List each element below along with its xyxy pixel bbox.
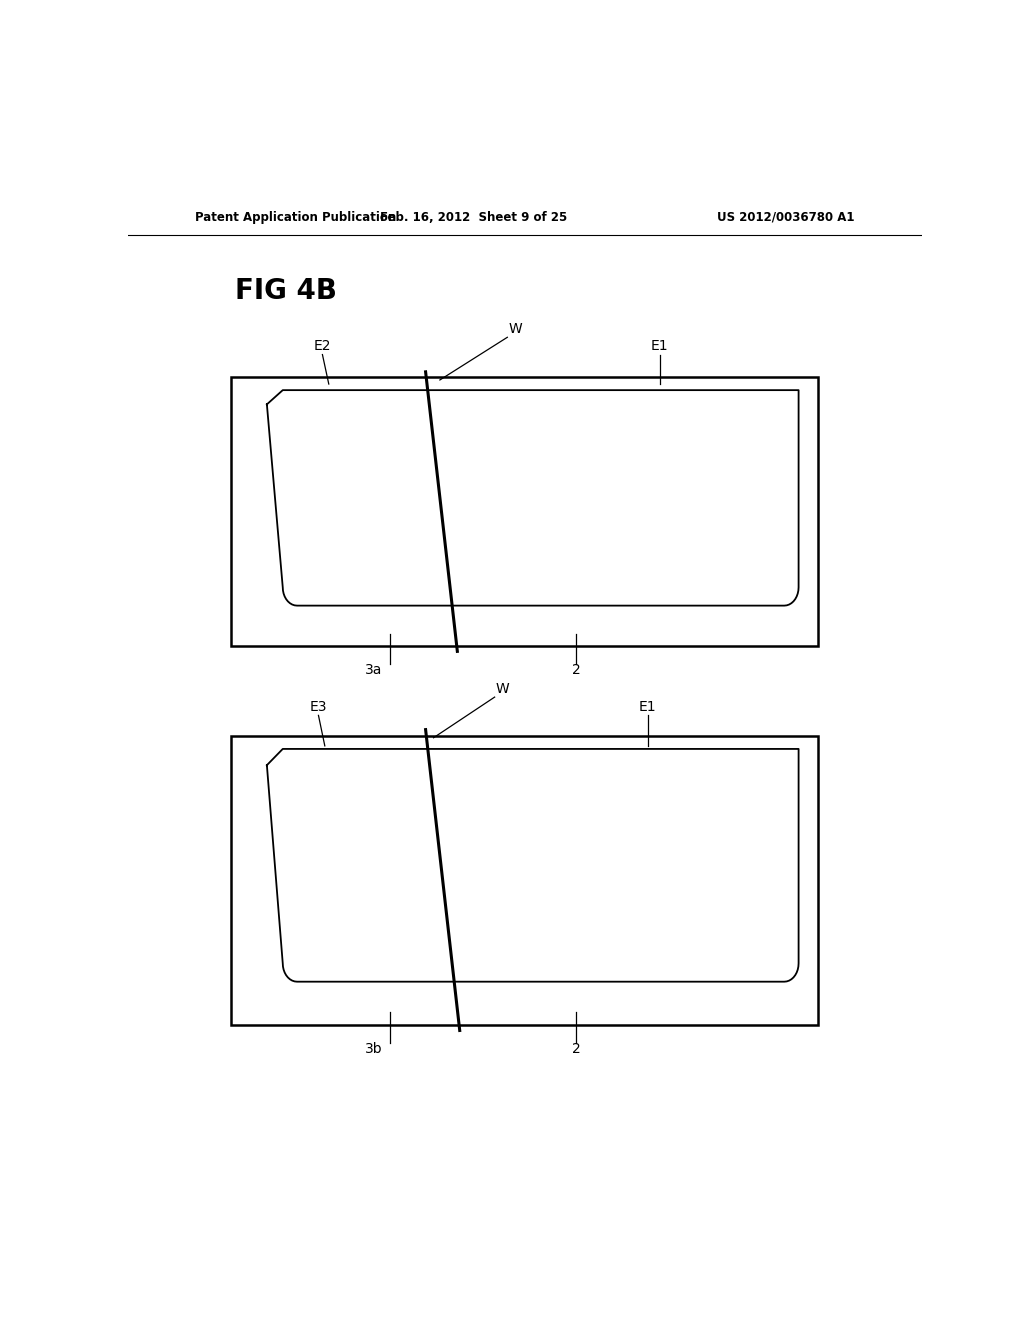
Text: E3: E3 [309,700,328,714]
Bar [231,378,818,647]
Text: Patent Application Publication: Patent Application Publication [196,211,396,224]
Text: W: W [496,682,510,696]
Text: 3b: 3b [366,1041,383,1056]
Text: 3a: 3a [366,663,383,677]
Text: Feb. 16, 2012  Sheet 9 of 25: Feb. 16, 2012 Sheet 9 of 25 [380,211,567,224]
Text: E1: E1 [651,339,669,354]
Text: US 2012/0036780 A1: US 2012/0036780 A1 [717,211,854,224]
Text: 2: 2 [572,1041,581,1056]
Text: FIG 4B: FIG 4B [236,276,337,305]
Bar [231,735,818,1026]
Text: 2: 2 [572,663,581,677]
Text: W: W [508,322,522,337]
Text: E1: E1 [639,700,656,714]
Text: E2: E2 [313,339,331,354]
